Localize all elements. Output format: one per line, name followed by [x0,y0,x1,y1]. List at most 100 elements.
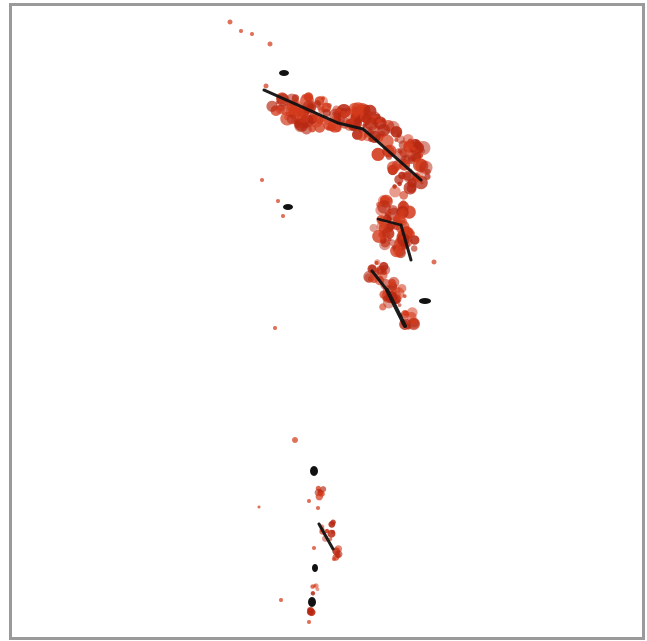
detected-point-cluster [283,204,293,210]
scan-point [320,486,327,493]
scan-point [297,108,305,116]
scan-point [397,215,406,224]
scan-point [297,110,310,123]
scan-point [335,550,343,558]
scan-point [376,201,382,208]
scan-point [386,161,400,174]
scan-point [317,106,322,111]
scan-point [346,107,351,112]
detected-segment [374,138,423,182]
scan-point [414,148,419,153]
scan-point [419,160,433,175]
scan-point [333,124,342,133]
scan-point [339,110,348,119]
detected-segment [317,522,335,551]
scan-point [329,125,334,129]
scan-point [327,529,336,538]
scan-point [385,211,392,218]
scan-point [374,259,381,266]
detected-segment [370,269,389,292]
scan-point [405,324,412,330]
scan-point [407,307,418,318]
scan-point [286,114,297,125]
scan-point [306,608,314,616]
scan-point [398,208,407,217]
scan-point [281,214,285,218]
detected-segment [361,127,378,142]
scan-point [313,100,322,108]
scan-point [239,29,243,33]
scan-point [420,181,424,185]
scan-point [368,265,377,273]
scan-point [403,181,417,195]
scan-point [301,94,306,99]
scan-point [310,584,315,589]
scan-point [307,499,311,503]
scan-point [263,83,269,89]
scan-point [357,131,367,141]
scan-point [257,505,261,509]
scan-point [388,239,396,247]
scan-point [390,244,403,258]
scan-point [273,326,277,330]
detected-point-cluster [312,564,318,572]
scan-point [376,119,382,124]
detected-point-cluster [419,298,431,304]
detected-point-cluster [308,597,316,607]
scan-point [279,598,283,602]
scan-point [312,546,316,550]
scan-point [300,114,314,128]
scan-point [411,318,417,324]
scan-point [314,121,326,133]
detected-segments [262,70,431,607]
scan-point [260,178,264,182]
scan-point [371,147,385,161]
scan-point [398,246,402,250]
scan-point [310,591,316,596]
scan-point [396,135,406,144]
detected-segment [399,223,413,262]
scan-point [315,493,323,501]
scan-point [369,223,378,233]
scan-point [392,245,396,250]
scan-point [402,171,412,181]
scan-point [389,186,401,198]
scan-plot-canvas [12,6,642,637]
scan-point [330,519,336,526]
scan-point [411,146,416,151]
scan-point [390,126,403,138]
scan-point [399,190,409,200]
scan-point [374,260,379,265]
scan-point [276,199,280,203]
detected-point-cluster [279,70,289,76]
scan-point [412,177,417,182]
scan-point [379,303,387,311]
scan-point [431,259,437,265]
scan-point [397,148,403,154]
scan-point [250,32,254,36]
scan-point [292,437,298,443]
scan-point [334,545,343,553]
detected-segment [336,121,365,131]
scan-point [409,235,420,245]
scan-point [394,137,399,142]
detected-segment [262,88,340,125]
scan-point [267,41,273,47]
scan-point [376,266,385,275]
scan-point [307,620,311,624]
scan-point [333,111,341,119]
detected-segment [385,288,407,328]
scan-point [291,94,300,102]
scan-point [316,506,320,510]
scan-point [322,108,331,118]
scan-point [388,278,396,287]
detected-segment [376,217,403,227]
image-frame [9,3,645,640]
scan-point [410,245,418,252]
scan-point [400,200,407,208]
scan-point [227,19,233,25]
scan-point [402,134,414,145]
scan-point [379,239,391,251]
scan-point [380,134,394,148]
scan-point [394,174,404,185]
